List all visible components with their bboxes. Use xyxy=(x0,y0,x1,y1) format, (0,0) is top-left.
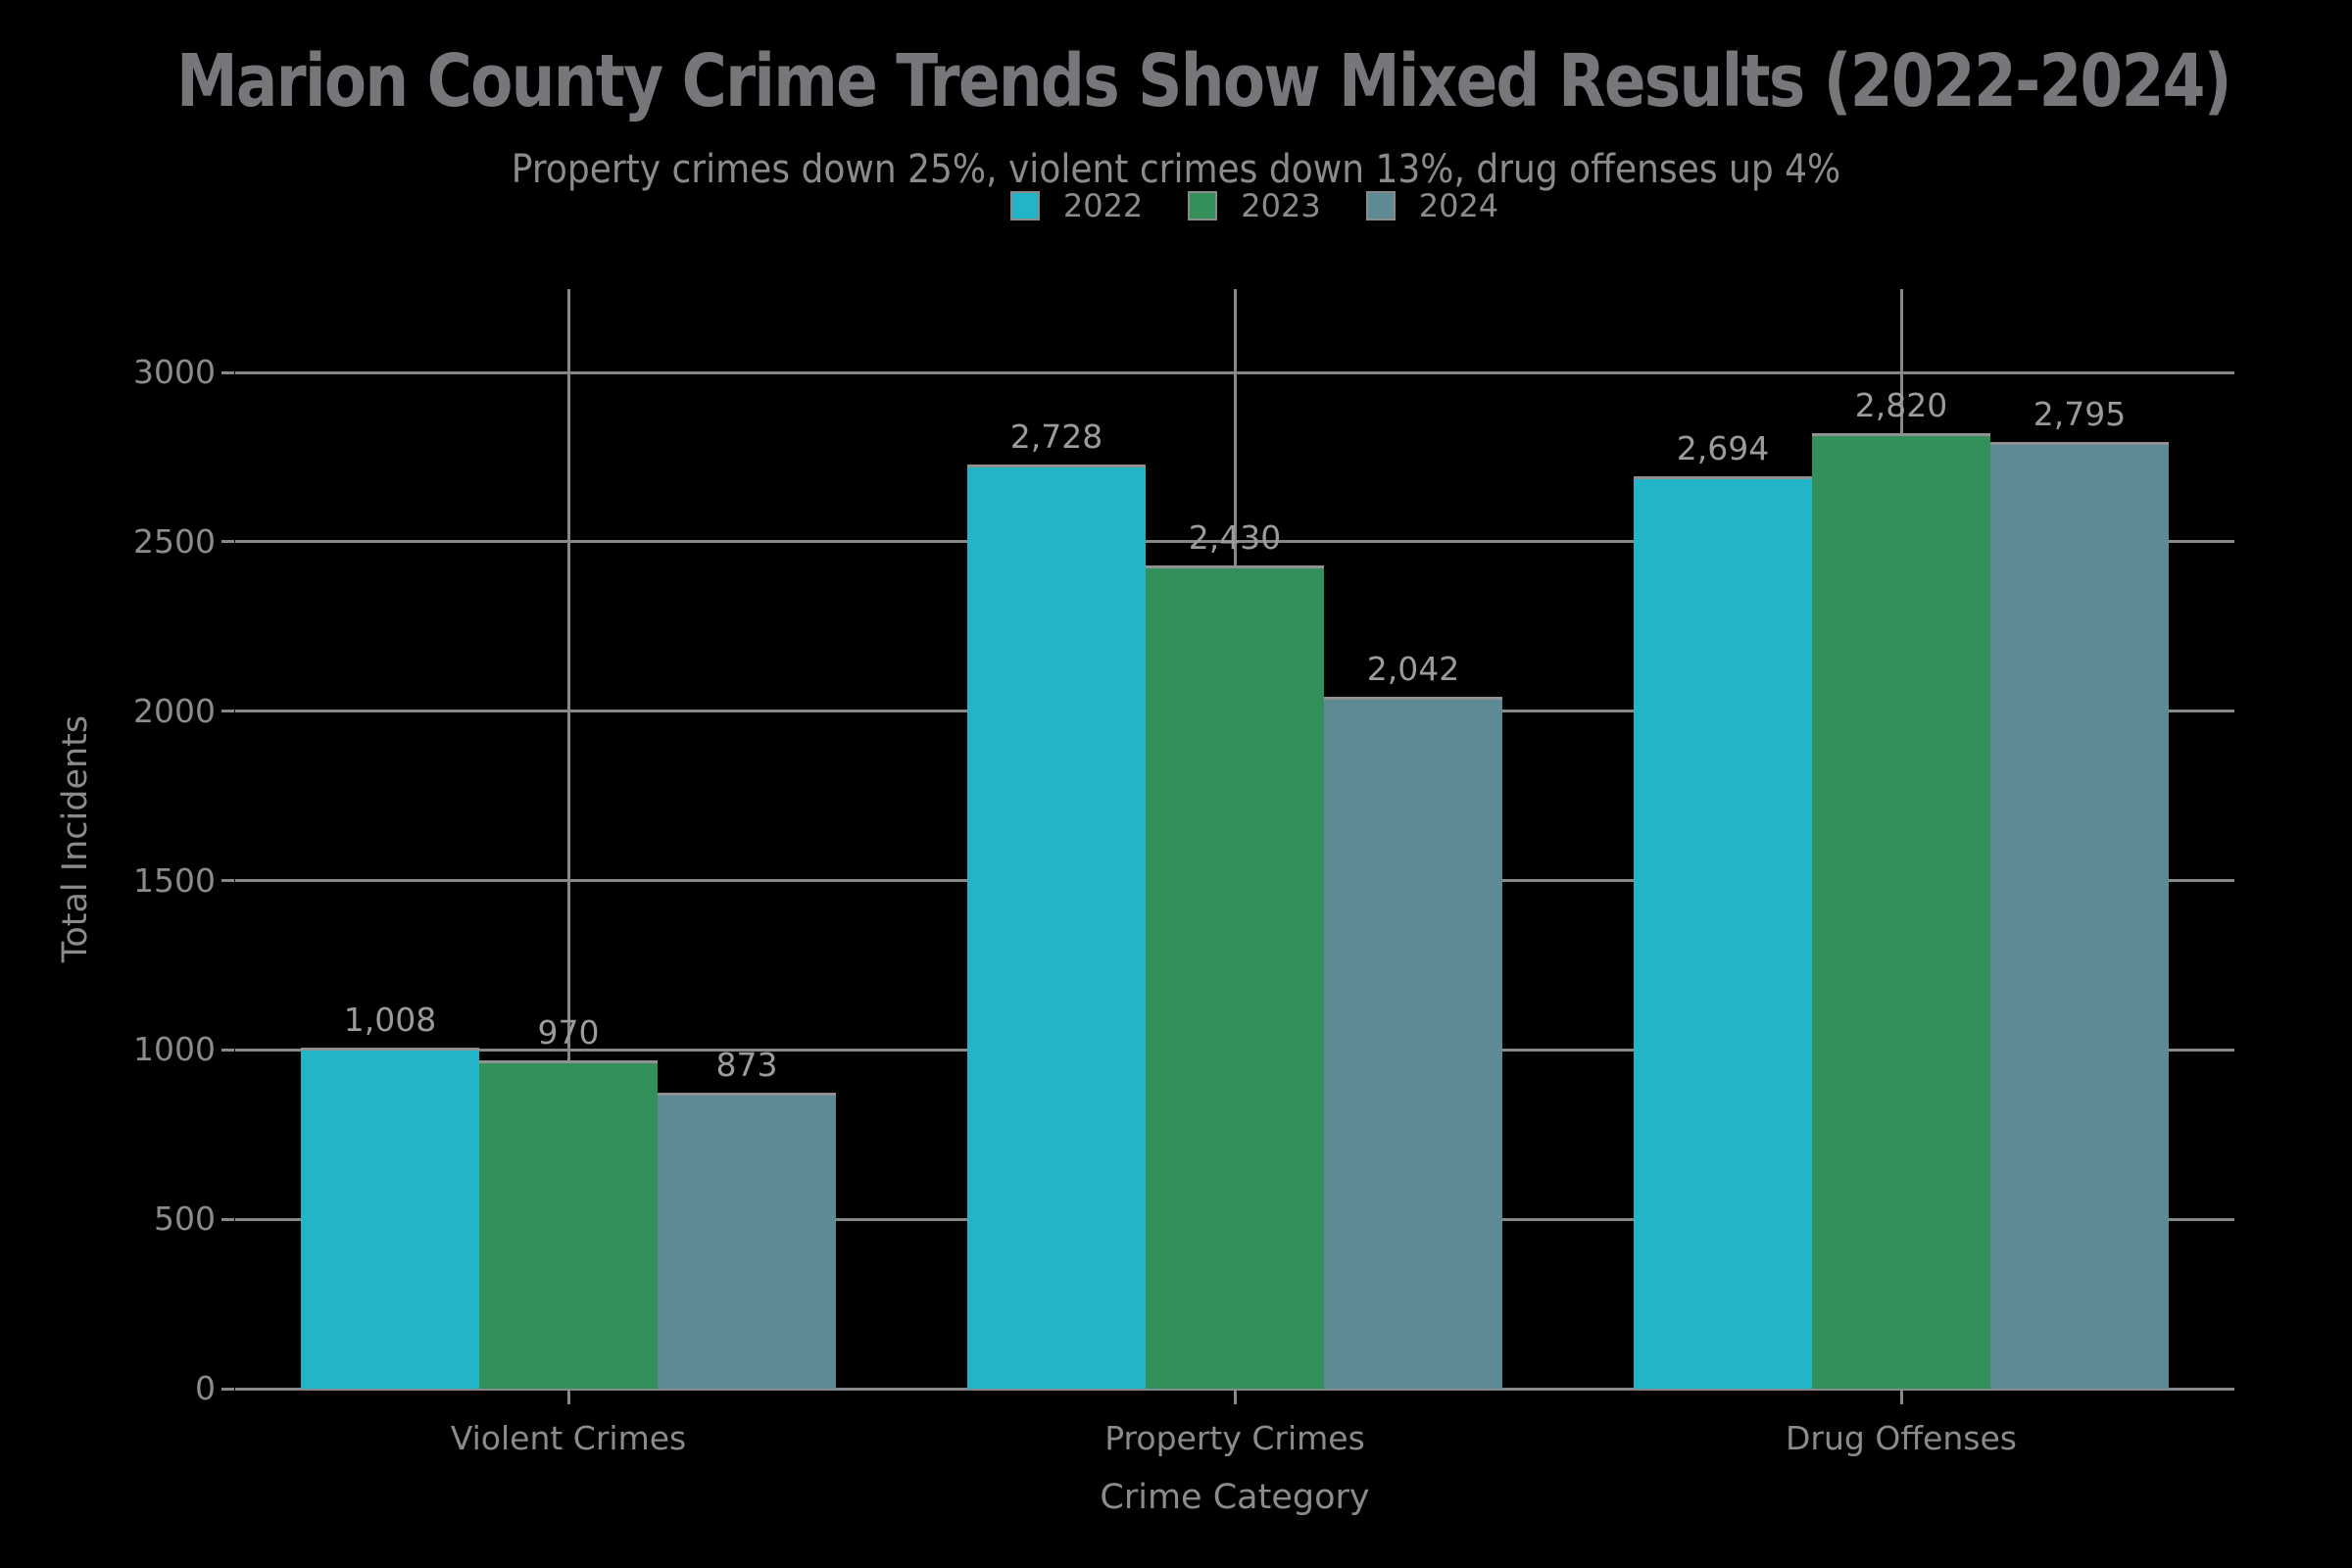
legend-label: 2023 xyxy=(1241,187,1321,224)
legend-item-2024: 2024 xyxy=(1365,187,1499,224)
bar-2022-property-crimes xyxy=(967,465,1146,1389)
bar-2024-violent-crimes xyxy=(658,1093,836,1389)
bar-value-label: 2,728 xyxy=(1009,417,1103,457)
y-tick-mark xyxy=(221,1048,234,1052)
chart-subtitle: Property crimes down 25%, violent crimes… xyxy=(511,147,1841,192)
y-tick-label: 0 xyxy=(195,1369,216,1407)
y-tick-mark xyxy=(221,879,234,882)
x-tick-mark xyxy=(1233,1391,1237,1404)
legend-swatch-icon xyxy=(1365,191,1396,220)
legend-label: 2022 xyxy=(1062,187,1144,224)
y-tick-label: 3000 xyxy=(133,353,216,391)
y-tick-label: 1000 xyxy=(133,1030,216,1069)
y-tick-mark xyxy=(221,1387,234,1391)
bar-2024-property-crimes xyxy=(1324,697,1502,1389)
bar-2022-drug-offenses xyxy=(1634,475,1812,1389)
x-axis-title: Crime Category xyxy=(1100,1478,1370,1517)
bar-value-label: 2,795 xyxy=(2033,394,2127,433)
bar-value-label: 873 xyxy=(715,1046,778,1085)
x-gridline xyxy=(566,289,570,1389)
bar-2023-property-crimes xyxy=(1146,565,1324,1389)
legend: 2022 2023 2024 xyxy=(0,187,2352,224)
legend-swatch-icon xyxy=(1188,191,1218,220)
chart-title: Marion County Crime Trends Show Mixed Re… xyxy=(176,39,2231,123)
bar-value-label: 2,820 xyxy=(1854,386,1948,425)
x-tick-label: Drug Offenses xyxy=(1786,1419,2017,1457)
x-tick-label: Violent Crimes xyxy=(450,1419,687,1457)
bar-value-label: 2,430 xyxy=(1188,518,1282,558)
bar-2022-violent-crimes xyxy=(301,1047,479,1389)
x-tick-mark xyxy=(566,1391,570,1404)
y-tick-label: 2500 xyxy=(133,521,216,561)
bar-value-label: 1,008 xyxy=(343,1000,437,1039)
legend-item-2022: 2022 xyxy=(1009,187,1144,224)
x-tick-mark xyxy=(1899,1391,1903,1404)
bar-value-label: 970 xyxy=(537,1012,600,1052)
y-gridline xyxy=(235,1387,2234,1391)
bar-2023-drug-offenses xyxy=(1812,433,1990,1389)
y-tick-label: 1500 xyxy=(133,860,216,900)
y-tick-mark xyxy=(221,370,234,374)
legend-swatch-icon xyxy=(1009,191,1040,220)
y-tick-label: 500 xyxy=(154,1200,216,1239)
legend-item-2023: 2023 xyxy=(1188,187,1321,224)
bar-2023-violent-crimes xyxy=(479,1059,658,1389)
bar-value-label: 2,694 xyxy=(1676,428,1770,467)
y-tick-mark xyxy=(221,710,234,713)
bar-2024-drug-offenses xyxy=(1990,441,2169,1389)
legend-label: 2024 xyxy=(1418,187,1499,224)
bar-value-label: 2,042 xyxy=(1366,650,1460,689)
y-axis-title: Total Incidents xyxy=(56,714,95,963)
x-tick-label: Property Crimes xyxy=(1104,1419,1365,1457)
y-tick-mark xyxy=(221,1217,234,1221)
y-tick-mark xyxy=(221,540,234,544)
y-tick-label: 2000 xyxy=(133,691,216,730)
